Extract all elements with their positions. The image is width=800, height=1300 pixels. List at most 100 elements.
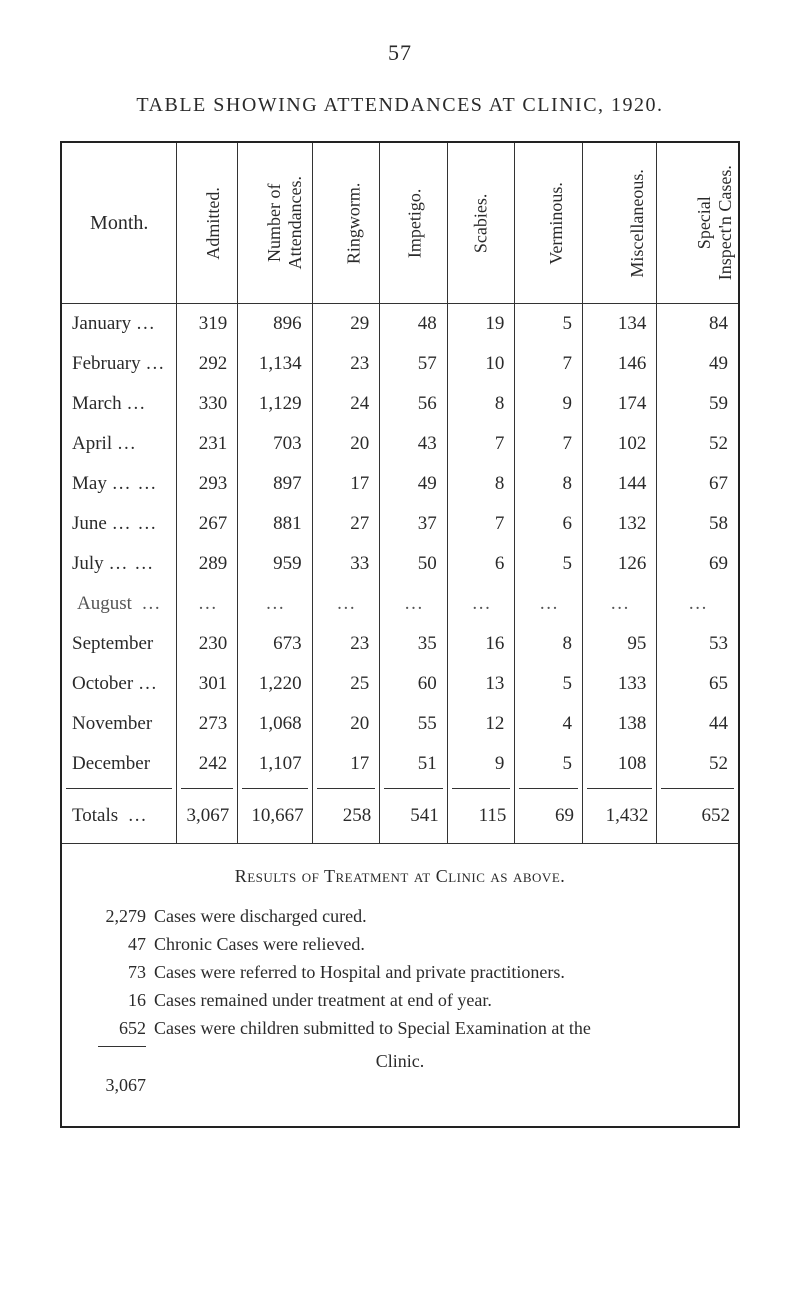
cell-admitted: 330 <box>177 384 238 424</box>
col-verminous: Verminous. <box>515 143 583 304</box>
cell-att: 1,068 <box>238 704 312 744</box>
cell-imp: 49 <box>380 464 448 504</box>
table-row: April …23170320437710252 <box>62 424 738 464</box>
totals-admitted: 3,067 <box>177 789 238 843</box>
table-row: February …2921,134235710714649 <box>62 344 738 384</box>
cell-misc: 102 <box>582 424 656 464</box>
cell-spec: 69 <box>657 544 738 584</box>
cell-verm: 5 <box>515 744 583 784</box>
totals-impetigo: 541 <box>380 789 448 843</box>
cell-att: 1,220 <box>238 664 312 704</box>
results-section: Results of Treatment at Clinic as above.… <box>62 844 738 1126</box>
table-row: January …319896294819513484 <box>62 304 738 345</box>
cell-imp: 37 <box>380 504 448 544</box>
cell-ring: 29 <box>312 304 380 345</box>
results-title: Results of Treatment at Clinic as above. <box>88 866 712 887</box>
cell-misc: 132 <box>582 504 656 544</box>
cell-admitted: 230 <box>177 624 238 664</box>
results-line-number: 2,279 <box>88 903 154 931</box>
cell-misc: 108 <box>582 744 656 784</box>
month-cell: June … … <box>62 504 177 544</box>
results-line-text: Cases were discharged cured. <box>154 903 712 931</box>
cell-verm: 6 <box>515 504 583 544</box>
cell-ring: 23 <box>312 344 380 384</box>
cell-misc: 95 <box>582 624 656 664</box>
cell-ring: 27 <box>312 504 380 544</box>
month-cell: July … … <box>62 544 177 584</box>
results-line: 16Cases remained under treatment at end … <box>88 987 712 1015</box>
cell-verm: 8 <box>515 464 583 504</box>
totals-row: Totals … 3,067 10,667 258 541 115 69 1,4… <box>62 789 738 843</box>
cell-spec: 53 <box>657 624 738 664</box>
cell-admitted: 273 <box>177 704 238 744</box>
totals-attendances: 10,667 <box>238 789 312 843</box>
cell-verm: 7 <box>515 344 583 384</box>
month-cell: January … <box>62 304 177 345</box>
results-line-text: Chronic Cases were relieved. <box>154 931 712 959</box>
results-line-number: 47 <box>88 931 154 959</box>
cell-spec: 44 <box>657 704 738 744</box>
month-cell: November <box>62 704 177 744</box>
month-cell: February … <box>62 344 177 384</box>
cell-verm: 7 <box>515 424 583 464</box>
cell-misc: 144 <box>582 464 656 504</box>
cell-ring: 17 <box>312 464 380 504</box>
cell-ring: 17 <box>312 744 380 784</box>
table-row: March …3301,12924568917459 <box>62 384 738 424</box>
cell-imp: 57 <box>380 344 448 384</box>
totals-special: 652 <box>657 789 738 843</box>
results-line-text: Cases remained under treatment at end of… <box>154 987 712 1015</box>
totals-scabies: 115 <box>447 789 515 843</box>
col-admitted: Admitted. <box>177 143 238 304</box>
cell-verm: 8 <box>515 624 583 664</box>
cell-spec: 65 <box>657 664 738 704</box>
cell-scab: 10 <box>447 344 515 384</box>
cell-ring: 20 <box>312 704 380 744</box>
table-row: September23067323351689553 <box>62 624 738 664</box>
page-title: TABLE SHOWING ATTENDANCES AT CLINIC, 192… <box>60 94 740 117</box>
cell-misc: 133 <box>582 664 656 704</box>
cell-imp: 60 <box>380 664 448 704</box>
cell-att: 673 <box>238 624 312 664</box>
cell-admitted: 231 <box>177 424 238 464</box>
results-line-text: Cases were children submitted to Special… <box>154 1015 712 1043</box>
results-line: 47Chronic Cases were relieved. <box>88 931 712 959</box>
cell-misc: 174 <box>582 384 656 424</box>
cell-imp: 55 <box>380 704 448 744</box>
cell-scab: 7 <box>447 504 515 544</box>
cell-imp: 48 <box>380 304 448 345</box>
cell-ring: 23 <box>312 624 380 664</box>
cell-spec: 84 <box>657 304 738 345</box>
cell-admitted: 292 <box>177 344 238 384</box>
cell-admitted: 319 <box>177 304 238 345</box>
col-attendances: Number ofAttendances. <box>238 143 312 304</box>
cell-spec: 59 <box>657 384 738 424</box>
cell-scab: 6 <box>447 544 515 584</box>
cell-scab: 13 <box>447 664 515 704</box>
cell-scab: 19 <box>447 304 515 345</box>
table-header-row: Month. Admitted. Number ofAttendances. R… <box>62 143 738 304</box>
table-row: December2421,10717519510852 <box>62 744 738 784</box>
cell-imp: 43 <box>380 424 448 464</box>
cell-verm: 4 <box>515 704 583 744</box>
col-miscellaneous: Miscellaneous. <box>582 143 656 304</box>
cell-admitted: 267 <box>177 504 238 544</box>
cell-verm: 5 <box>515 664 583 704</box>
month-cell: October … <box>62 664 177 704</box>
cell-att: 1,107 <box>238 744 312 784</box>
cell-ring: 24 <box>312 384 380 424</box>
col-ringworm: Ringworm. <box>312 143 380 304</box>
cell-misc: 138 <box>582 704 656 744</box>
month-cell: September <box>62 624 177 664</box>
col-scabies: Scabies. <box>447 143 515 304</box>
col-impetigo: Impetigo. <box>380 143 448 304</box>
results-line-text: Cases were referred to Hospital and priv… <box>154 959 712 987</box>
results-line: 2,279Cases were discharged cured. <box>88 903 712 931</box>
cell-scab: 8 <box>447 464 515 504</box>
cell-att: 1,134 <box>238 344 312 384</box>
results-line-number: 652 <box>88 1015 154 1043</box>
col-special: SpecialInspect'n Cases. <box>657 143 738 304</box>
table-frame: Month. Admitted. Number ofAttendances. R… <box>60 141 740 1128</box>
cell-verm: 5 <box>515 544 583 584</box>
table-row: June … …26788127377613258 <box>62 504 738 544</box>
